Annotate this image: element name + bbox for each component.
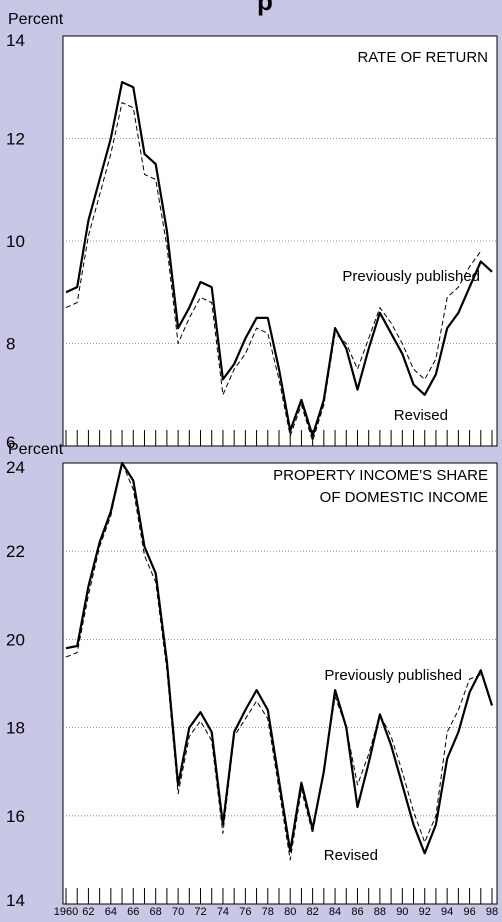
x-tick-label: 1960 [54,906,78,917]
top-chart-title: RATE OF RETURN [357,49,488,66]
x-tick-label: 72 [194,906,206,917]
top-chart: Percent RATE OF RETURN 6 8 10 12 14 Previous… [6,11,498,452]
top-y-tick-label: 12 [6,130,25,149]
top-x-tick-marks [65,430,493,446]
x-tick-label: 64 [105,906,117,917]
bottom-series-group [65,461,494,861]
top-y-tick-label: 6 [6,433,15,452]
x-tick-label: 86 [351,906,363,917]
x-tick-label: 66 [127,906,139,917]
bottom-y-tick-label: 20 [6,630,25,649]
x-tick-label: 88 [374,906,386,917]
bottom-y-tick-label: 22 [6,542,25,561]
bottom-series-revised-line [65,461,494,855]
bottom-plot-area [62,462,498,905]
top-annotation-previously-published: Previously published [342,268,480,285]
bottom-y-tick-label: 16 [6,807,25,826]
x-tick-label: 92 [419,906,431,917]
x-tick-label: 84 [329,906,341,917]
top-ylabel: Percent [8,11,64,28]
bottom-chart-title-line1: PROPERTY INCOME'S SHARE [273,467,488,484]
top-series-group [65,81,493,442]
x-tick-label: 80 [284,906,296,917]
bottom-grid [63,550,497,817]
bottom-chart-title-line2: OF DOMESTIC INCOME [320,489,488,506]
x-tick-label: 78 [262,906,274,917]
top-y-tick-label: 8 [6,335,15,354]
x-tick-label: 70 [172,906,184,917]
x-tick-label: 94 [441,906,453,917]
x-tick-label: 96 [463,906,475,917]
x-tick-label: 62 [82,906,94,917]
top-y-tick-label: 10 [6,232,25,251]
x-tick-label: 74 [217,906,229,917]
bottom-ylabel: Percent [8,441,64,458]
top-annotation-revised: Revised [394,407,448,424]
x-tick-label: 82 [307,906,319,917]
top-series-previously-published-line [65,102,482,442]
top-y-tick-label: 14 [6,31,25,50]
x-tick-label: 76 [239,906,251,917]
bottom-x-tick-marks [65,888,493,904]
bottom-annotation-revised: Revised [324,847,378,864]
bottom-y-tick-label: 14 [6,891,25,910]
top-y-tick-labels: 6 8 10 12 14 [6,31,25,452]
top-grid [63,138,497,344]
bottom-x-tick-labels: 1960 62 64 66 68 70 72 74 76 78 80 82 84 86 88 90 92 94 96… [54,906,498,918]
bottom-annotation-previously-published: Previously published [324,667,462,684]
x-tick-label: 98 [486,906,498,917]
header-fragment: p [257,0,273,16]
bottom-y-tick-label: 18 [6,719,25,738]
bottom-y-tick-labels: 14 16 18 20 22 24 [6,458,25,910]
bottom-chart: Percent PROPERTY INCOME'S SHARE OF DOMES… [6,441,498,918]
bottom-y-tick-label: 24 [6,458,25,477]
header-area: p [257,0,273,16]
x-tick-label: 90 [396,906,408,917]
x-tick-label: 68 [150,906,162,917]
top-series-revised-line [65,81,493,437]
